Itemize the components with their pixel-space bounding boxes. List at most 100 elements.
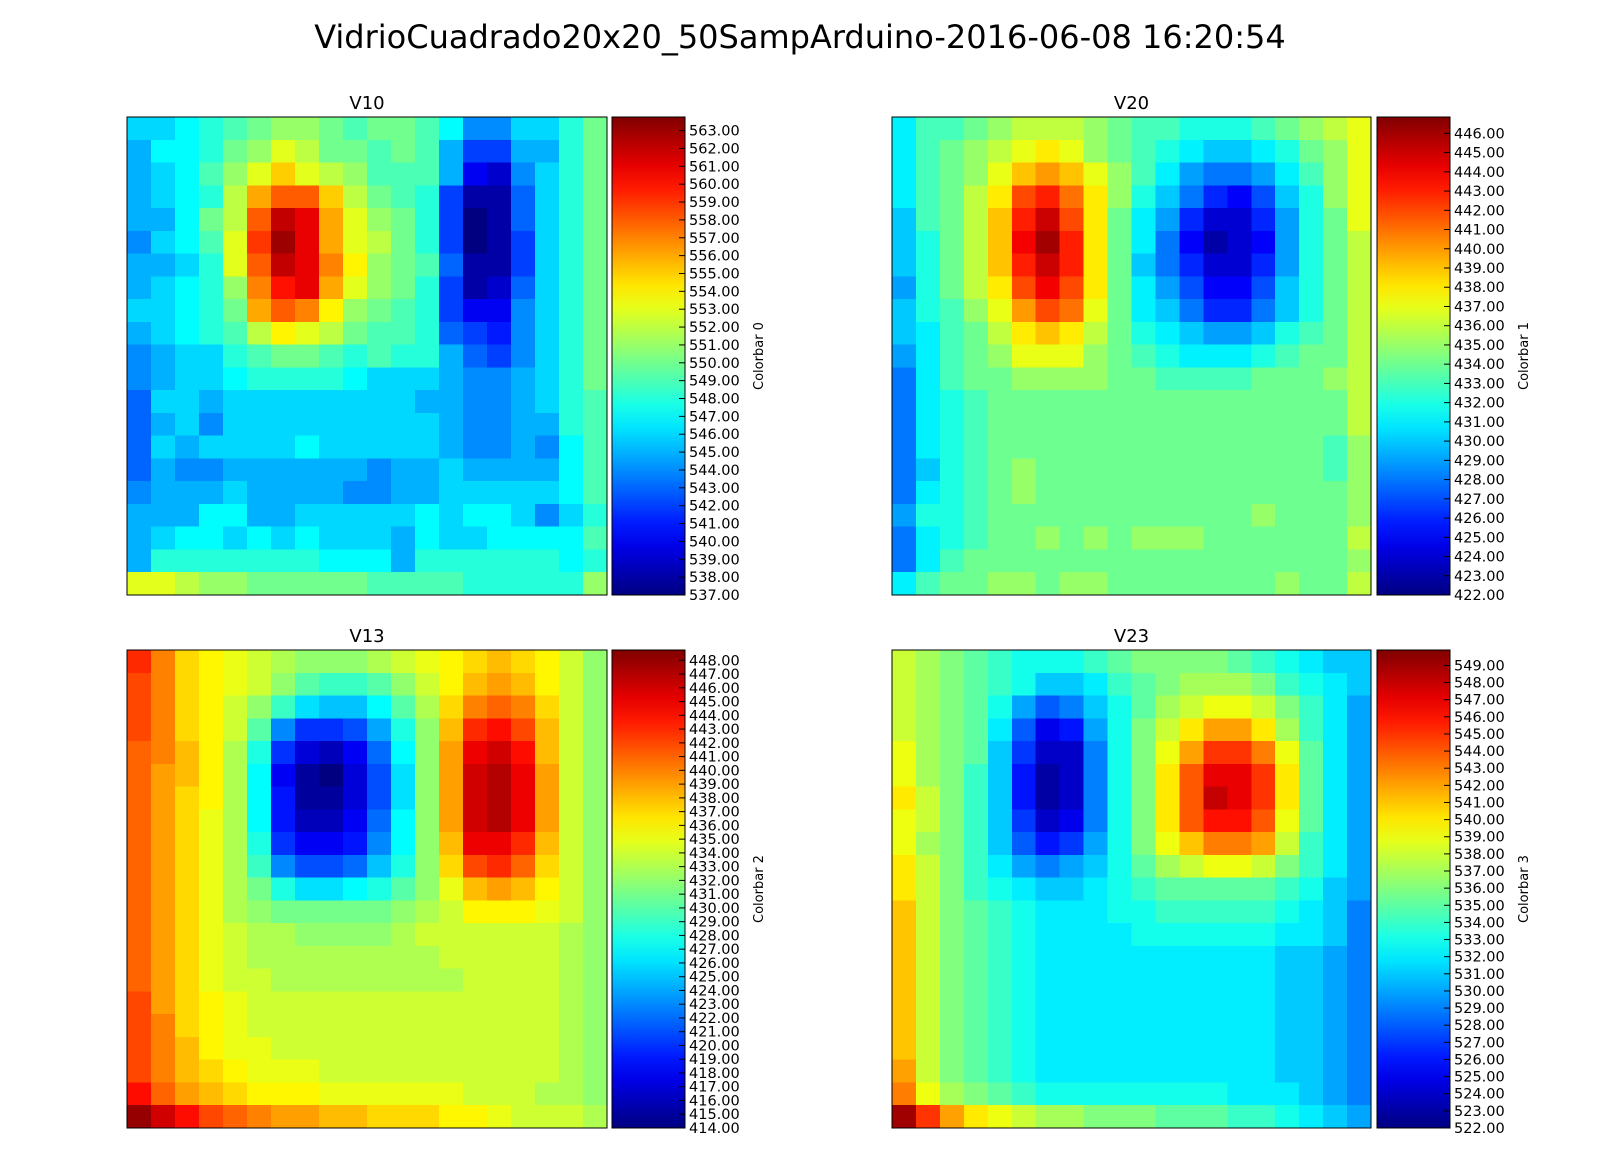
heatmap-cell	[511, 230, 536, 255]
heatmap-cell	[1299, 321, 1324, 346]
heatmap-cell	[127, 945, 152, 970]
heatmap-cell	[319, 763, 344, 788]
heatmap-cell	[1347, 299, 1372, 323]
heatmap-cell	[1299, 1082, 1324, 1106]
heatmap-cell	[1179, 344, 1204, 368]
heatmap-cell	[987, 854, 1013, 879]
heatmap-cell	[1107, 435, 1133, 460]
heatmap-cell	[127, 1105, 152, 1129]
heatmap-cell	[1035, 1014, 1061, 1038]
heatmap-cell	[987, 299, 1013, 323]
heatmap-cell	[391, 763, 416, 788]
heatmap-cell	[1299, 1014, 1324, 1038]
heatmap-cell	[367, 253, 392, 277]
heatmap-cell	[1035, 923, 1061, 947]
heatmap-cell	[439, 503, 464, 528]
heatmap-cell	[892, 162, 917, 186]
heatmap-cell	[1131, 650, 1157, 674]
heatmap-cell	[939, 572, 965, 596]
heatmap-cell	[391, 503, 416, 528]
heatmap-cell	[439, 412, 464, 437]
heatmap-cell	[559, 458, 584, 482]
heatmap-cell	[987, 1036, 1013, 1061]
heatmap-cell	[915, 481, 941, 505]
heatmap-cell	[963, 1014, 989, 1038]
colorbar-tick-label: 444.00	[1454, 165, 1505, 181]
heatmap-cell	[1203, 1105, 1228, 1129]
heatmap-cell	[487, 230, 512, 255]
heatmap-cell	[892, 412, 917, 437]
heatmap-cell	[915, 299, 941, 323]
heatmap-cell	[1299, 412, 1324, 437]
heatmap-cell	[1035, 253, 1061, 277]
heatmap-cell	[439, 572, 464, 596]
heatmap-cell	[1275, 923, 1300, 947]
heatmap-cell	[487, 991, 512, 1015]
heatmap-cell	[1083, 695, 1109, 719]
heatmap-cell	[559, 877, 584, 901]
heatmap-cell	[1083, 412, 1109, 437]
heatmap-cell	[247, 832, 272, 856]
heatmap-cell	[295, 763, 320, 788]
heatmap-cell	[1155, 481, 1180, 505]
heatmap-cell	[439, 458, 464, 482]
heatmap-cell	[391, 526, 416, 551]
heatmap-cell	[439, 435, 464, 460]
heatmap-cell	[391, 321, 416, 346]
heatmap-cell	[463, 854, 488, 879]
heatmap-cell	[367, 991, 392, 1015]
heatmap-cell	[439, 900, 464, 924]
heatmap-cell	[271, 786, 296, 810]
heatmap-cell	[463, 945, 488, 970]
heatmap-cell	[319, 253, 344, 277]
heatmap-cell	[487, 1082, 512, 1106]
heatmap-cell	[175, 230, 200, 255]
heatmap-cell	[127, 1082, 152, 1106]
heatmap-cell	[1203, 650, 1228, 674]
heatmap-cell	[175, 900, 200, 924]
heatmap-panel-V10: V10537.00538.00539.00540.00541.00542.005…	[126, 93, 767, 604]
heatmap-cell	[415, 390, 440, 414]
heatmap-cell	[583, 1036, 608, 1061]
heatmap-cell	[559, 741, 584, 765]
heatmap-cell	[583, 503, 608, 528]
heatmap-cell	[1251, 185, 1276, 209]
heatmap-cell	[1179, 695, 1204, 719]
heatmap-cell	[1059, 503, 1085, 528]
heatmap-cell	[939, 854, 965, 879]
heatmap-cell	[1035, 1059, 1061, 1084]
heatmap-cell	[271, 650, 296, 674]
heatmap-cell	[391, 458, 416, 482]
heatmap-cell	[175, 503, 200, 528]
heatmap-cell	[1251, 458, 1276, 482]
heatmap-cell	[127, 185, 152, 209]
heatmap-cell	[199, 503, 224, 528]
heatmap-cell	[1059, 968, 1085, 993]
heatmap-cell	[151, 208, 176, 232]
heatmap-cell	[1251, 968, 1276, 993]
heatmap-cell	[1155, 390, 1180, 414]
heatmap-cell	[247, 1105, 272, 1129]
heatmap-cell	[1299, 718, 1324, 742]
heatmap-cell	[319, 344, 344, 368]
heatmap-cell	[1347, 435, 1372, 460]
colorbar-tick-label: 560.00	[689, 177, 740, 193]
heatmap-cell	[151, 945, 176, 970]
heatmap-cell	[583, 672, 608, 697]
heatmap-cell	[439, 854, 464, 879]
colorbar	[611, 116, 686, 596]
heatmap-cell	[511, 549, 536, 573]
colorbar-tick-label: 439.00	[1454, 261, 1505, 277]
heatmap-cell	[199, 139, 224, 164]
heatmap-cell	[987, 208, 1013, 232]
heatmap-cell	[583, 718, 608, 742]
heatmap-cell	[1059, 763, 1085, 788]
heatmap-cell	[1323, 945, 1348, 970]
heatmap-cell	[892, 230, 917, 255]
heatmap-cell	[295, 299, 320, 323]
heatmap-cell	[1131, 139, 1157, 164]
heatmap-cell	[915, 1105, 941, 1129]
colorbar-tick-label: 559.00	[689, 195, 740, 211]
colorbar-tick-label: 536.00	[1454, 881, 1505, 897]
heatmap-cell	[295, 412, 320, 437]
